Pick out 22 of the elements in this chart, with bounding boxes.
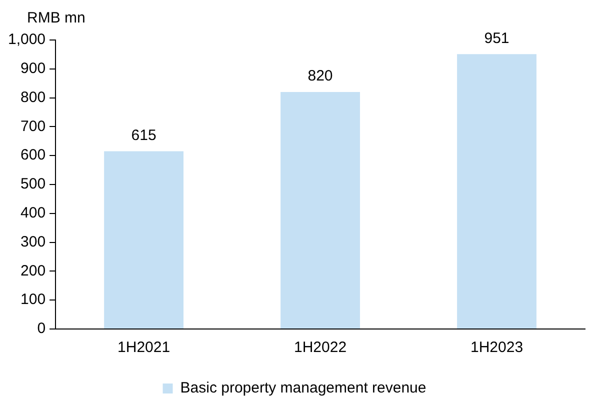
y-axis-title: RMB mn bbox=[27, 10, 86, 27]
y-tick-label: 1,000 bbox=[8, 31, 46, 48]
y-tick-label: 800 bbox=[20, 88, 46, 106]
y-tick-label: 700 bbox=[20, 118, 46, 135]
bar bbox=[104, 151, 184, 328]
data-label: 820 bbox=[308, 68, 333, 85]
y-tick-label: 300 bbox=[20, 233, 46, 250]
bar bbox=[457, 54, 536, 328]
x-tick-label: 1H2022 bbox=[294, 339, 347, 356]
data-label: 951 bbox=[484, 30, 510, 47]
legend-label: Basic property management revenue bbox=[180, 380, 426, 397]
y-tick-label: 900 bbox=[20, 60, 46, 78]
y-tick-label: 100 bbox=[20, 291, 46, 308]
x-tick-label: 1H2023 bbox=[470, 339, 524, 356]
bar bbox=[280, 92, 360, 328]
x-tick-label: 1H2021 bbox=[118, 339, 170, 356]
y-tick-label: 500 bbox=[20, 176, 46, 193]
y-tick-label: 400 bbox=[20, 204, 46, 222]
y-tick-label: 200 bbox=[20, 262, 46, 280]
y-tick-label: 0 bbox=[37, 320, 46, 338]
data-label: 615 bbox=[131, 126, 156, 144]
y-tick-label: 600 bbox=[20, 146, 46, 164]
